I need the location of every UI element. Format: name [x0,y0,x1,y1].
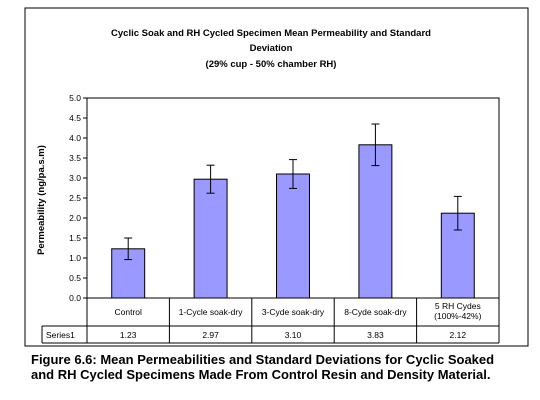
data-value-label: 3.10 [285,330,302,340]
data-value-label: 2.97 [202,330,219,340]
y-tick-label: 4.5 [69,113,81,123]
plot-area: 0.0 0.5 1.0 1.5 2.0 2.5 3.0 3.5 4.0 4.5 5.0 Control… [41,93,500,344]
figure-caption: Figure 6.6: Mean Permeabilities and Stan… [31,352,531,382]
series-legend-label: Series1 [46,330,75,340]
bar [193,178,228,299]
data-value-label: 1.23 [120,330,137,340]
chart-title-line-2: Deviation [250,43,293,54]
y-tick-label: 1.5 [69,233,81,243]
category-label: Control [114,307,142,317]
y-tick-label: 3.5 [69,153,81,163]
y-tick-label: 1.0 [69,253,81,263]
y-tick-label: 2.5 [69,193,81,203]
caption-line-1: Figure 6.6: Mean Permeabilities and Stan… [31,352,495,367]
data-value-label: 3.83 [367,330,384,340]
y-tick-label: 2.0 [69,213,81,223]
y-axis-label: Permeability (ng/pa.s.m) [36,145,47,255]
bar [358,144,393,299]
data-value-label: 2.12 [450,330,467,340]
y-tick-label: 4.0 [69,133,81,143]
category-label: (100%-42%) [434,311,481,321]
bar [276,173,310,299]
y-tick-label: 5.0 [69,93,81,103]
category-label: 3-Cyde soak-dry [262,307,325,317]
y-tick-label: 0.0 [69,293,81,303]
y-tick-label: 0.5 [69,273,81,283]
chart-title-line-1: Cyclic Soak and RH Cycled Specimen Mean … [111,28,431,39]
category-label: 5 RH Cydes [435,301,481,311]
y-tick-label: 3.0 [69,173,81,183]
category-label: 8-Cyde soak-dry [344,307,407,317]
category-label: 1-Cycle soak-dry [179,307,244,317]
chart-title-line-3: (29% cup - 50% chamber RH) [206,59,337,70]
caption-line-2: and RH Cycled Specimens Made From Contro… [31,367,491,382]
